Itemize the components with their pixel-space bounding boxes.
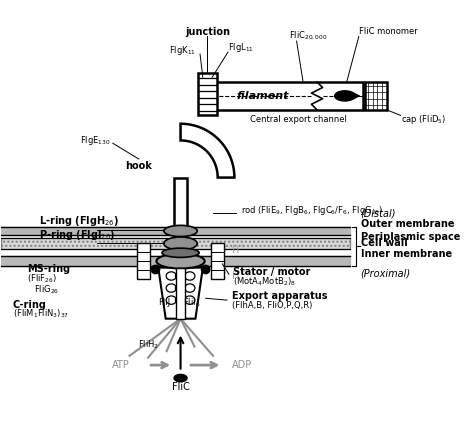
Ellipse shape bbox=[166, 296, 176, 304]
Polygon shape bbox=[211, 243, 224, 279]
Text: Export apparatus: Export apparatus bbox=[232, 292, 327, 301]
Ellipse shape bbox=[185, 296, 195, 304]
Circle shape bbox=[201, 265, 210, 273]
Text: (FliM$_1$FliN$_3$)$_{37}$: (FliM$_1$FliN$_3$)$_{37}$ bbox=[12, 308, 69, 320]
Ellipse shape bbox=[185, 272, 195, 280]
Ellipse shape bbox=[185, 284, 195, 292]
Text: ATP: ATP bbox=[112, 360, 129, 370]
Text: FliC$_{20,000}$: FliC$_{20,000}$ bbox=[289, 30, 328, 42]
Text: (FlhA,B, FliO,P,Q,R): (FlhA,B, FliO,P,Q,R) bbox=[232, 301, 312, 310]
Text: filament: filament bbox=[236, 91, 289, 101]
Polygon shape bbox=[174, 178, 187, 227]
Ellipse shape bbox=[166, 272, 176, 280]
Text: Outer membrane: Outer membrane bbox=[361, 219, 454, 229]
Polygon shape bbox=[198, 73, 217, 115]
Text: L-ring (FlgH$_{26}$): L-ring (FlgH$_{26}$) bbox=[38, 214, 118, 228]
Text: Stator / motor: Stator / motor bbox=[234, 267, 311, 277]
Text: FliC: FliC bbox=[172, 382, 190, 392]
Text: (Distal): (Distal) bbox=[361, 209, 396, 219]
Ellipse shape bbox=[156, 254, 205, 268]
Text: FlgL$_{11}$: FlgL$_{11}$ bbox=[228, 41, 254, 54]
Text: H$^+$: H$^+$ bbox=[231, 268, 246, 281]
Text: C-ring: C-ring bbox=[12, 300, 46, 310]
Text: FliH$_2$: FliH$_2$ bbox=[137, 338, 159, 351]
Text: FliI$_6$: FliI$_6$ bbox=[183, 297, 201, 309]
Text: (MotA$_4$MotB$_2$)$_8$: (MotA$_4$MotB$_2$)$_8$ bbox=[234, 275, 296, 288]
Text: rod (FliE$_9$, FlgB$_6$, FlgC$_6$/F$_6$, FlgG$_{26}$): rod (FliE$_9$, FlgB$_6$, FlgC$_6$/F$_6$,… bbox=[241, 203, 383, 216]
Ellipse shape bbox=[175, 284, 186, 292]
Text: Cell wall: Cell wall bbox=[361, 238, 407, 249]
Text: (FliF$_{26}$): (FliF$_{26}$) bbox=[27, 273, 57, 285]
Text: hook: hook bbox=[125, 160, 152, 170]
Ellipse shape bbox=[335, 91, 355, 101]
Polygon shape bbox=[176, 268, 185, 319]
Ellipse shape bbox=[162, 248, 199, 257]
Text: cap (FliD$_5$): cap (FliD$_5$) bbox=[401, 113, 446, 126]
Ellipse shape bbox=[175, 272, 186, 280]
Text: Central export channel: Central export channel bbox=[250, 115, 347, 124]
Text: FlgE$_{130}$: FlgE$_{130}$ bbox=[80, 134, 111, 147]
Text: P-ring (FlgI$_{26}$): P-ring (FlgI$_{26}$) bbox=[38, 228, 115, 242]
Text: FliG$_{26}$: FliG$_{26}$ bbox=[34, 284, 59, 296]
Text: FliC monomer: FliC monomer bbox=[359, 27, 418, 36]
Polygon shape bbox=[365, 82, 387, 110]
Text: Periplasmic space: Periplasmic space bbox=[361, 232, 460, 241]
Ellipse shape bbox=[174, 374, 187, 382]
Polygon shape bbox=[208, 82, 364, 110]
Polygon shape bbox=[137, 243, 150, 279]
Text: (Proximal): (Proximal) bbox=[361, 268, 411, 278]
Text: Inner membrane: Inner membrane bbox=[361, 249, 452, 259]
Polygon shape bbox=[181, 124, 235, 178]
Text: FlgK$_{11}$: FlgK$_{11}$ bbox=[169, 44, 196, 57]
Polygon shape bbox=[158, 268, 203, 319]
Text: junction: junction bbox=[185, 27, 230, 37]
Text: H$^+$: H$^+$ bbox=[231, 243, 246, 256]
Text: ADP: ADP bbox=[232, 360, 252, 370]
Text: FliJ: FliJ bbox=[158, 298, 170, 307]
Ellipse shape bbox=[164, 237, 197, 250]
Circle shape bbox=[151, 265, 160, 273]
Ellipse shape bbox=[175, 296, 186, 304]
Polygon shape bbox=[174, 226, 187, 271]
Text: MS-ring: MS-ring bbox=[27, 265, 71, 274]
Ellipse shape bbox=[164, 225, 197, 236]
Ellipse shape bbox=[166, 284, 176, 292]
